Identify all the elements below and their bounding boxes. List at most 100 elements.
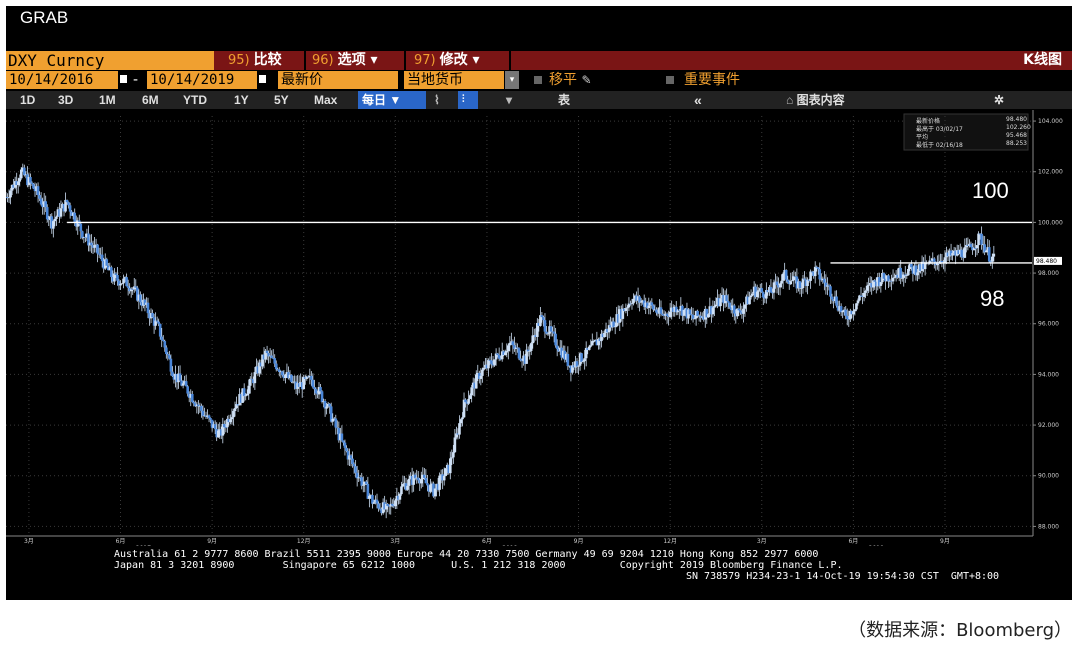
candle-body [340, 433, 344, 441]
candle-body [954, 250, 957, 256]
candle-body [467, 398, 470, 404]
candle-body [531, 335, 535, 344]
candle-body [476, 372, 480, 375]
ticker-input[interactable]: DXY Curncy [6, 51, 214, 70]
chevron-down-icon[interactable]: ▾ [505, 71, 519, 89]
candle-body [638, 296, 641, 303]
candle-body [447, 464, 451, 474]
candle-body [273, 358, 277, 364]
candle-body [856, 300, 860, 304]
candle-body [827, 285, 831, 287]
end-date-input[interactable]: 10/14/2019 [147, 71, 257, 89]
candle-body [218, 429, 222, 431]
start-date-input[interactable]: 10/14/2016 [6, 71, 118, 89]
collapse-button[interactable]: « [694, 92, 702, 108]
candle-body [890, 280, 893, 282]
period-max-button[interactable]: Max [314, 93, 338, 107]
price-field-select[interactable]: 最新价 [278, 71, 398, 89]
candle-body [453, 437, 457, 453]
candle-body [90, 242, 93, 246]
candle-body [204, 415, 208, 418]
candle-body [145, 302, 148, 305]
period-5y-button[interactable]: 5Y [274, 93, 289, 107]
options-button[interactable]: 96) 选项 ▾ [312, 51, 378, 70]
candle-body [565, 353, 568, 360]
candle-body [697, 315, 701, 317]
chart-content-button[interactable]: ⌂ 图表内容 [786, 91, 845, 109]
candle-body [615, 314, 619, 327]
frequency-select[interactable]: 每日 ▼ [358, 91, 426, 109]
modify-button[interactable]: 97) 修改 ▾ [414, 51, 480, 70]
candle-body [589, 345, 593, 347]
period-3d-button[interactable]: 3D [58, 93, 74, 107]
candle-body [670, 307, 673, 312]
candle-body [621, 308, 625, 319]
last-price-label: 98.480 [1036, 258, 1057, 265]
candle-body [858, 295, 861, 301]
candle-body [929, 260, 933, 262]
candle-body [619, 309, 623, 319]
candle-body [151, 313, 154, 318]
candle-body [336, 427, 339, 429]
events-checkbox[interactable] [666, 76, 674, 84]
period-6m-button[interactable]: 6M [142, 93, 159, 107]
candle-body [305, 376, 309, 379]
candle-body [818, 269, 822, 280]
candle-body [435, 483, 438, 489]
candle-body [896, 274, 899, 278]
candle-body [248, 378, 252, 386]
candle-body [500, 351, 504, 360]
candle-body [649, 302, 652, 306]
period-1d-button[interactable]: 1D [20, 93, 36, 107]
candle-body [236, 404, 240, 406]
candle-body [742, 308, 745, 314]
line-chart-icon[interactable]: ⌇ [434, 93, 440, 107]
candle-body [757, 290, 761, 292]
candle-body [865, 285, 869, 291]
calendar-icon[interactable] [119, 74, 128, 84]
calendar-icon[interactable] [258, 74, 267, 84]
candle-body [381, 502, 385, 514]
candle-body [627, 303, 631, 308]
candle-body [377, 503, 380, 509]
period-1y-button[interactable]: 1Y [234, 93, 249, 107]
compare-button[interactable]: 95) 比较 [228, 51, 282, 70]
settings-gear-icon[interactable]: ✲ [994, 93, 1005, 107]
candle-body [899, 267, 902, 279]
candle-body [545, 331, 548, 334]
candle-body [325, 406, 328, 409]
candle-body [183, 381, 186, 384]
candle-body [168, 355, 171, 359]
candle-body [461, 417, 464, 420]
candle-body [536, 322, 539, 337]
period-ytd-button[interactable]: YTD [183, 93, 207, 107]
move-flat-checkbox[interactable] [534, 76, 542, 84]
candle-body [502, 351, 506, 356]
candle-body [412, 474, 415, 485]
candle-body [42, 201, 46, 208]
candle-body [323, 401, 327, 409]
candle-body [26, 174, 29, 186]
candle-body [119, 283, 122, 286]
candle-body [826, 285, 829, 287]
candle-body [261, 354, 264, 367]
candle-body [792, 276, 796, 281]
level-100-annotation: 100 [972, 178, 1009, 203]
candle-body [577, 365, 580, 367]
candle-body [102, 261, 106, 269]
candle-body [711, 307, 715, 315]
candle-body [693, 318, 696, 320]
period-1m-button[interactable]: 1M [99, 93, 116, 107]
chevron-down-icon[interactable]: ▾ [506, 93, 513, 107]
candle-body [729, 307, 733, 311]
candle-body [769, 287, 773, 293]
currency-select[interactable]: 当地货币 [404, 71, 504, 89]
candle-body [587, 346, 591, 350]
candle-body [694, 310, 698, 319]
candle-body [157, 321, 160, 324]
candle-body [745, 296, 748, 305]
candle-chart-icon[interactable]: ⫶ [458, 91, 478, 109]
candle-body [328, 403, 331, 407]
candle-body [120, 283, 124, 285]
table-button[interactable]: 表 [558, 93, 571, 107]
